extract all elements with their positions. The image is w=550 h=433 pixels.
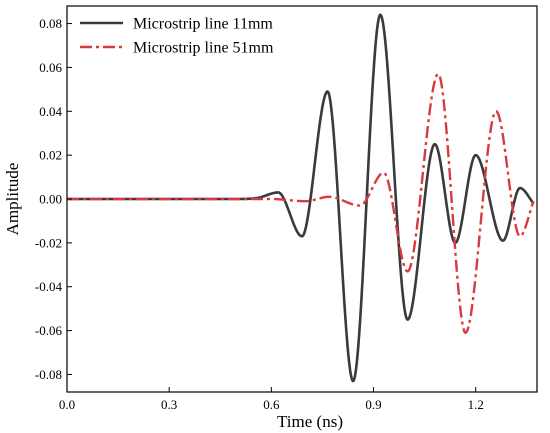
x-tick-label: 0.3 [161, 397, 177, 412]
x-tick-label: 0.6 [263, 397, 280, 412]
legend: Microstrip line 11mm Microstrip line 51mm [80, 16, 274, 57]
x-tick-label: 0.0 [59, 397, 75, 412]
y-axis-title: Amplitude [3, 163, 22, 236]
series-layer [66, 13, 535, 383]
x-axis-title: Time (ns) [277, 412, 343, 431]
y-tick-label: -0.06 [35, 323, 63, 338]
y-tick-label: 0.04 [39, 104, 62, 119]
legend-label-1: Microstrip line 11mm [133, 16, 273, 33]
legend-label-2: Microstrip line 51mm [133, 40, 274, 57]
y-tick-label: 0.08 [39, 16, 62, 31]
x-tick-label: 1.2 [468, 397, 484, 412]
y-tick-label: -0.08 [35, 367, 62, 382]
y-tick-label: 0.06 [39, 60, 62, 75]
y-tick-label: 0.02 [39, 148, 62, 163]
x-tick-label: 0.9 [365, 397, 381, 412]
y-tick-label: -0.04 [35, 279, 63, 294]
y-tick-label: -0.02 [35, 235, 62, 250]
ticks-layer: 0.0 0.3 0.6 0.9 1.2 -0.08 -0.06 -0.04 -0.02 0.00 0… [35, 16, 484, 412]
y-tick-label: 0.00 [39, 192, 62, 207]
series-line-2 [66, 72, 535, 334]
